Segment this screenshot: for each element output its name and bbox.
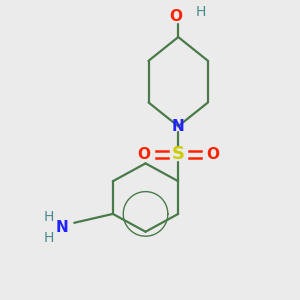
Text: O: O	[169, 9, 182, 24]
Text: S: S	[172, 146, 185, 164]
Text: O: O	[138, 147, 151, 162]
Text: N: N	[172, 119, 184, 134]
Text: O: O	[206, 147, 219, 162]
Text: H: H	[44, 210, 54, 224]
Text: H: H	[195, 5, 206, 19]
Text: N: N	[56, 220, 69, 235]
Text: H: H	[44, 231, 54, 245]
